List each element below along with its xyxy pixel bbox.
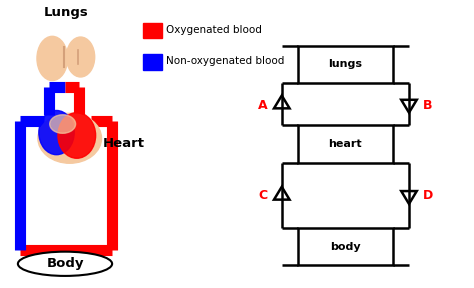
Bar [298,46,392,83]
Text: B: B [423,99,433,112]
Ellipse shape [37,36,68,81]
Ellipse shape [58,113,96,158]
Bar [143,54,162,70]
Bar [143,23,162,39]
Text: D: D [423,189,433,202]
Text: A: A [258,99,268,112]
Bar [298,126,392,162]
Ellipse shape [39,111,74,155]
Ellipse shape [66,37,95,77]
Ellipse shape [50,115,76,133]
Text: C: C [258,189,267,202]
Bar [298,228,392,265]
Text: Lungs: Lungs [44,6,89,19]
Text: body: body [330,242,361,252]
Ellipse shape [18,252,112,276]
Text: Body: Body [46,257,84,270]
Text: Non-oxygenated blood: Non-oxygenated blood [166,56,285,66]
Text: heart: heart [328,139,362,149]
Text: Heart: Heart [103,137,145,151]
Text: lungs: lungs [328,59,363,69]
Ellipse shape [38,113,101,163]
Text: Oxygenated blood: Oxygenated blood [166,25,262,35]
